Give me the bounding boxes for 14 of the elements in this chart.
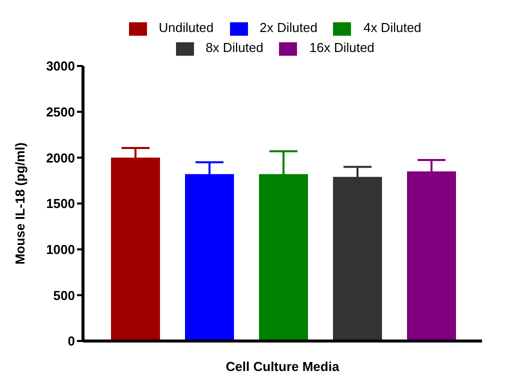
legend-label: 8x Diluted (206, 40, 264, 55)
y-tick-label: 2000 (46, 150, 75, 166)
y-tick-label: 1500 (46, 196, 75, 212)
y-axis-title: Mouse IL-18 (pg/ml) (12, 142, 28, 265)
legend-label: 2x Diluted (260, 20, 318, 35)
x-axis-title: Cell Culture Media (226, 359, 340, 374)
legend-label: Undiluted (158, 20, 214, 35)
y-tick-label: 3000 (46, 58, 75, 74)
y-tick-label: 1000 (46, 242, 75, 257)
y-tick-label: 0 (68, 334, 75, 349)
y-tick-label: 2500 (46, 104, 75, 120)
legend-label: 4x Diluted (363, 20, 422, 35)
y-tick-label: 500 (53, 288, 75, 303)
legend-label: 16x Diluted (309, 40, 374, 55)
